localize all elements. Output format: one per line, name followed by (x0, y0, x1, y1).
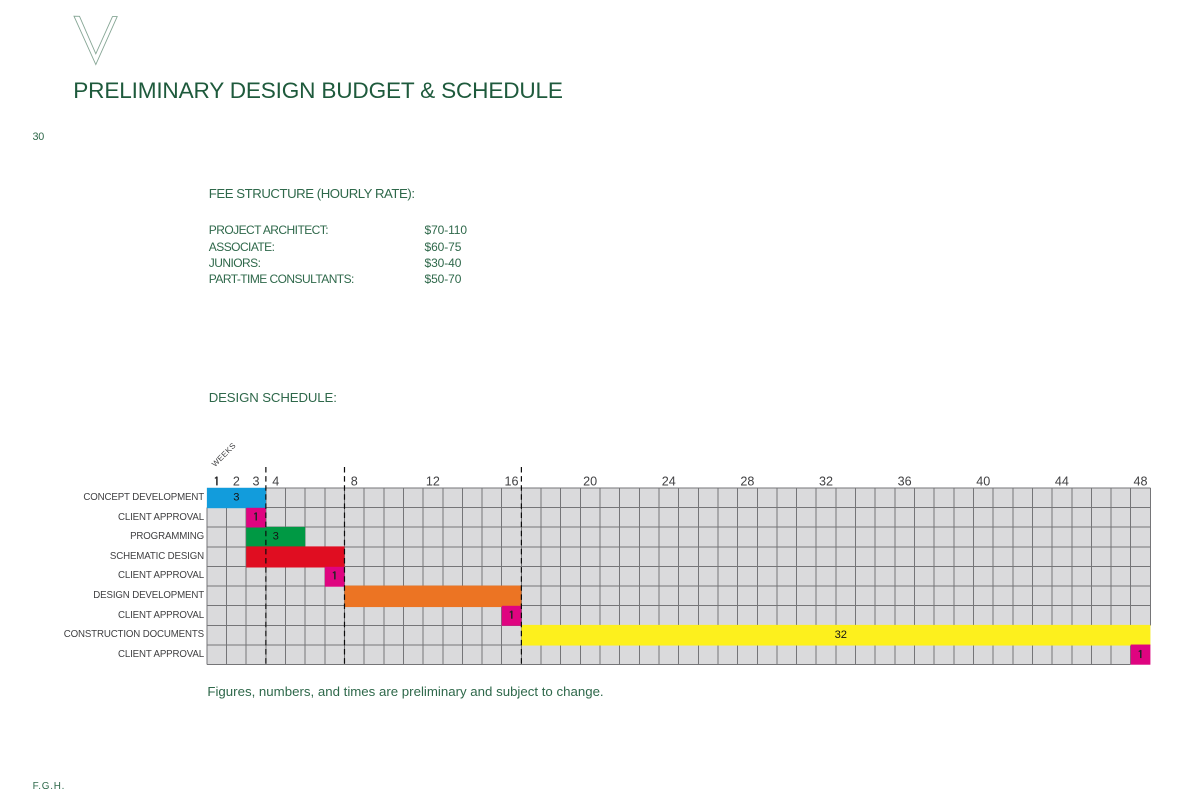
svg-text:36: 36 (898, 474, 912, 488)
svg-text:32: 32 (835, 629, 847, 641)
svg-text:12: 12 (426, 474, 440, 488)
svg-text:20: 20 (583, 474, 597, 488)
svg-text:3: 3 (253, 474, 260, 488)
svg-text:16: 16 (505, 474, 519, 488)
svg-text:2: 2 (233, 474, 240, 488)
svg-text:8: 8 (351, 474, 358, 488)
svg-text:3: 3 (233, 491, 239, 503)
svg-text:WEEKS: WEEKS (210, 441, 238, 469)
svg-text:40: 40 (976, 474, 990, 488)
svg-text:28: 28 (740, 474, 754, 488)
svg-text:44: 44 (1055, 474, 1069, 488)
svg-text:32: 32 (819, 474, 833, 488)
svg-text:4: 4 (272, 474, 279, 488)
svg-text:3: 3 (273, 531, 279, 543)
svg-text:24: 24 (662, 474, 676, 488)
svg-text:48: 48 (1134, 474, 1148, 488)
